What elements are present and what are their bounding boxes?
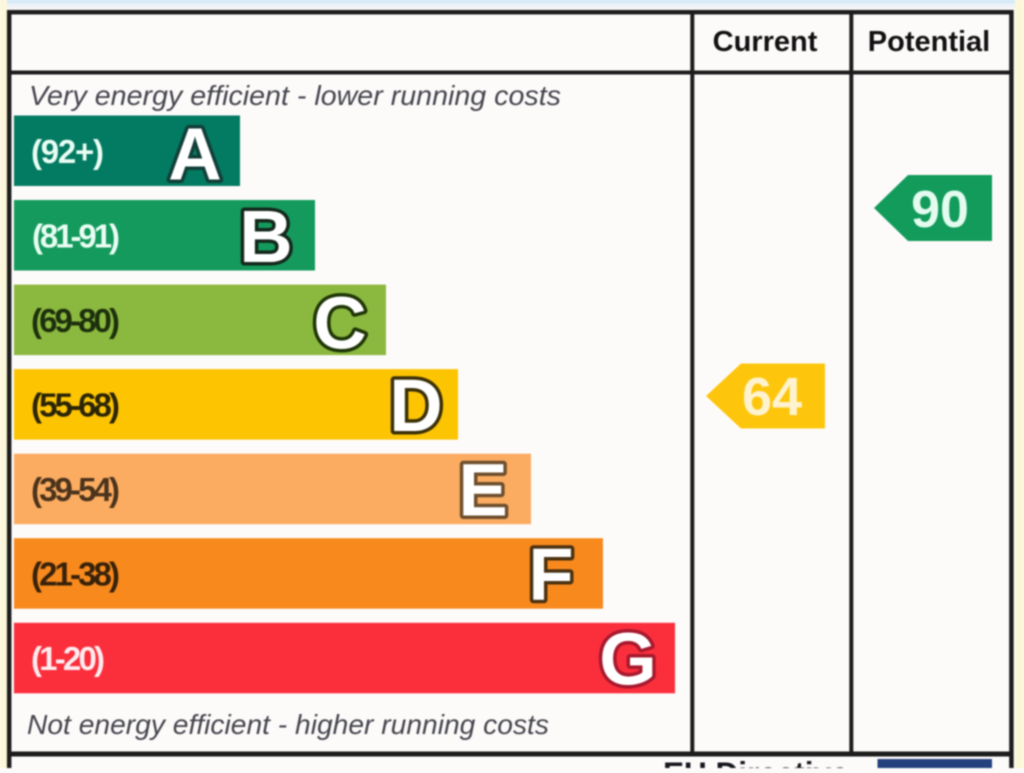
svg-text:90: 90 (911, 181, 969, 239)
svg-text:E: E (458, 449, 507, 532)
svg-text:EU Directive: EU Directive (663, 755, 849, 768)
svg-text:B: B (239, 195, 292, 278)
svg-text:F: F (528, 533, 573, 616)
svg-text:(55-68): (55-68) (31, 387, 120, 424)
svg-text:64: 64 (742, 367, 802, 427)
svg-text:(69-80): (69-80) (31, 302, 120, 339)
svg-text:Very energy efficient - lower: Very energy efficient - lower running co… (29, 80, 561, 111)
svg-text:D: D (389, 364, 442, 447)
svg-text:(81-91): (81-91) (32, 218, 120, 255)
svg-text:Current: Current (713, 26, 818, 58)
svg-text:Potential: Potential (868, 26, 990, 58)
svg-text:G: G (599, 618, 657, 701)
svg-text:(39-54): (39-54) (31, 471, 120, 508)
svg-text:(92+): (92+) (31, 133, 104, 170)
svg-text:(21-38): (21-38) (31, 556, 120, 593)
svg-text:C: C (313, 282, 366, 365)
svg-text:(1-20): (1-20) (31, 640, 105, 677)
svg-text:Not energy efficient - higher: Not energy efficient - higher running co… (27, 709, 549, 740)
svg-text:A: A (168, 113, 221, 196)
